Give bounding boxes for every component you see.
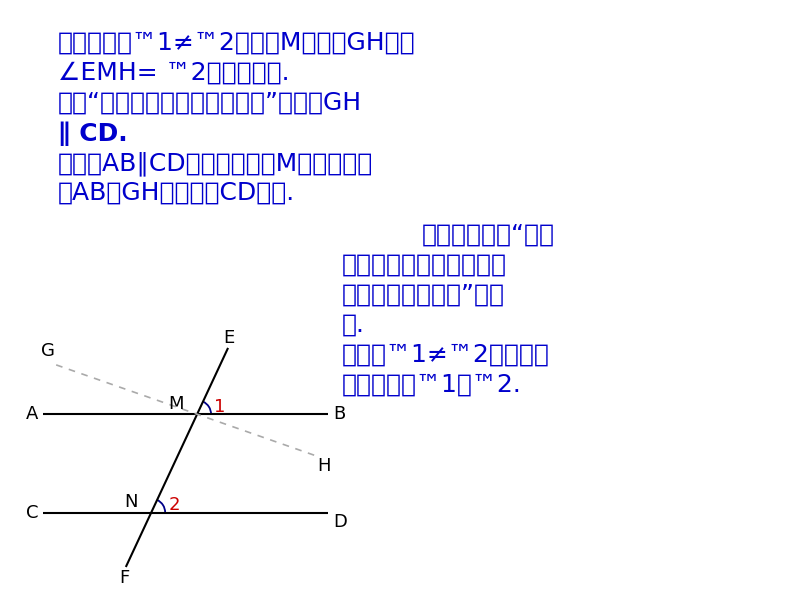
- Text: 成立，所以™1＝™2.: 成立，所以™1＝™2.: [342, 373, 522, 397]
- Text: 又因为AB∥CD，这样经过点M存在两条直: 又因为AB∥CD，这样经过点M存在两条直: [58, 151, 373, 176]
- Text: 这与基本事实“过直: 这与基本事实“过直: [422, 223, 555, 247]
- Text: F: F: [120, 569, 129, 587]
- Text: 2: 2: [168, 496, 179, 514]
- Text: M: M: [168, 395, 184, 412]
- Text: N: N: [125, 493, 138, 511]
- Text: G: G: [40, 342, 55, 360]
- Text: 线与这条直线平行”相矛: 线与这条直线平行”相矛: [342, 283, 505, 307]
- Text: D: D: [333, 513, 347, 530]
- Text: 线AB和GH都与直线CD平行.: 线AB和GH都与直线CD平行.: [58, 181, 295, 205]
- Text: 1: 1: [214, 398, 225, 416]
- Text: C: C: [25, 504, 38, 522]
- Text: H: H: [317, 457, 330, 475]
- Text: 根据“同位角相等，两直线平行”，可知GH: 根据“同位角相等，两直线平行”，可知GH: [58, 91, 362, 115]
- Text: ∥ CD.: ∥ CD.: [58, 121, 128, 145]
- Text: A: A: [25, 405, 38, 423]
- Text: ∠EMH= ™2，如图所示.: ∠EMH= ™2，如图所示.: [58, 61, 290, 85]
- Text: 线外一点有且只有一条直: 线外一点有且只有一条直: [342, 253, 507, 277]
- Text: 这说明™1≠™2的假设不: 这说明™1≠™2的假设不: [342, 343, 550, 367]
- Text: B: B: [333, 405, 345, 423]
- Text: 证明：假设™1≠™2，过点M作直线GH，使: 证明：假设™1≠™2，过点M作直线GH，使: [58, 31, 415, 55]
- Text: E: E: [224, 329, 235, 347]
- Text: 盾.: 盾.: [342, 313, 365, 337]
